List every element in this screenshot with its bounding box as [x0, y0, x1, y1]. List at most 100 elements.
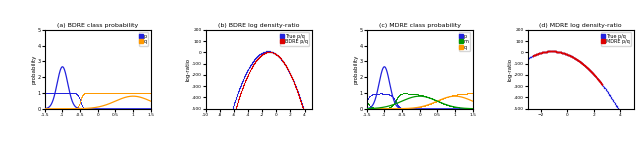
Point — [534, 52, 545, 54]
Point — [126, 92, 136, 94]
Point — [584, 68, 595, 71]
Point — [265, 50, 275, 53]
Point — [445, 95, 455, 97]
Point — [90, 108, 100, 110]
Point — [297, 104, 307, 106]
Point — [270, 52, 280, 55]
Point — [255, 53, 266, 55]
Point — [563, 53, 573, 56]
Point — [228, 105, 239, 107]
Point — [65, 92, 76, 94]
Point — [114, 108, 124, 110]
Point — [365, 105, 376, 108]
Point — [239, 81, 250, 83]
Point — [277, 59, 287, 61]
Point — [269, 52, 279, 54]
Point — [444, 95, 454, 97]
Point — [410, 93, 420, 95]
Point — [591, 76, 601, 78]
Point — [285, 73, 295, 75]
Point — [236, 82, 246, 85]
Point — [232, 102, 243, 104]
Point — [467, 92, 477, 94]
Point — [277, 59, 287, 62]
Point — [438, 97, 448, 100]
Point — [384, 106, 394, 108]
Point — [431, 108, 442, 110]
Point — [467, 108, 477, 110]
Point — [556, 51, 566, 54]
Point — [534, 52, 544, 55]
Point — [116, 108, 127, 110]
Point — [372, 107, 382, 109]
Point — [424, 108, 434, 110]
Point — [143, 108, 153, 110]
Point — [250, 57, 260, 60]
Point — [583, 67, 593, 70]
Point — [434, 100, 444, 103]
Point — [261, 51, 271, 54]
Point — [84, 108, 95, 110]
Point — [407, 107, 417, 109]
Point — [227, 108, 237, 110]
Point — [289, 81, 299, 83]
Point — [89, 108, 99, 110]
Point — [287, 76, 297, 79]
Point — [463, 107, 473, 110]
Point — [541, 50, 552, 53]
Point — [68, 107, 78, 110]
Point — [58, 108, 68, 110]
Point — [52, 108, 63, 110]
Point — [248, 59, 259, 62]
Point — [99, 108, 109, 110]
Point — [271, 53, 282, 56]
Point — [390, 99, 401, 102]
Point — [55, 92, 65, 94]
Point — [417, 108, 428, 110]
Point — [374, 108, 384, 110]
Point — [246, 62, 257, 65]
Point — [295, 99, 305, 102]
Point — [545, 50, 556, 52]
Point — [595, 80, 605, 83]
Point — [532, 53, 543, 55]
Point — [463, 92, 473, 95]
Point — [403, 107, 413, 109]
Point — [580, 65, 590, 67]
Point — [454, 93, 465, 95]
Point — [372, 93, 382, 95]
Point — [413, 108, 424, 110]
Point — [79, 107, 90, 110]
Point — [298, 105, 308, 108]
Point — [384, 108, 394, 110]
Point — [390, 108, 400, 110]
Point — [433, 99, 443, 102]
Point — [458, 108, 468, 110]
Point — [279, 62, 289, 65]
Point — [243, 74, 253, 76]
Point — [420, 95, 430, 97]
Point — [229, 102, 239, 104]
Point — [371, 107, 381, 109]
Point — [540, 51, 550, 53]
Point — [42, 108, 52, 110]
Point — [52, 92, 62, 94]
Point — [454, 93, 464, 95]
Point — [528, 55, 538, 57]
Point — [293, 93, 303, 95]
Point — [432, 100, 442, 102]
Point — [587, 71, 597, 74]
Point — [90, 108, 100, 110]
Point — [256, 52, 266, 55]
Point — [259, 51, 269, 53]
Point — [363, 97, 373, 99]
Point — [293, 92, 303, 94]
Point — [556, 51, 566, 53]
Point — [264, 51, 275, 53]
Point — [574, 60, 584, 62]
Point — [256, 54, 266, 56]
Point — [557, 52, 568, 54]
Point — [443, 104, 453, 106]
Point — [242, 76, 252, 78]
Point — [568, 56, 579, 59]
